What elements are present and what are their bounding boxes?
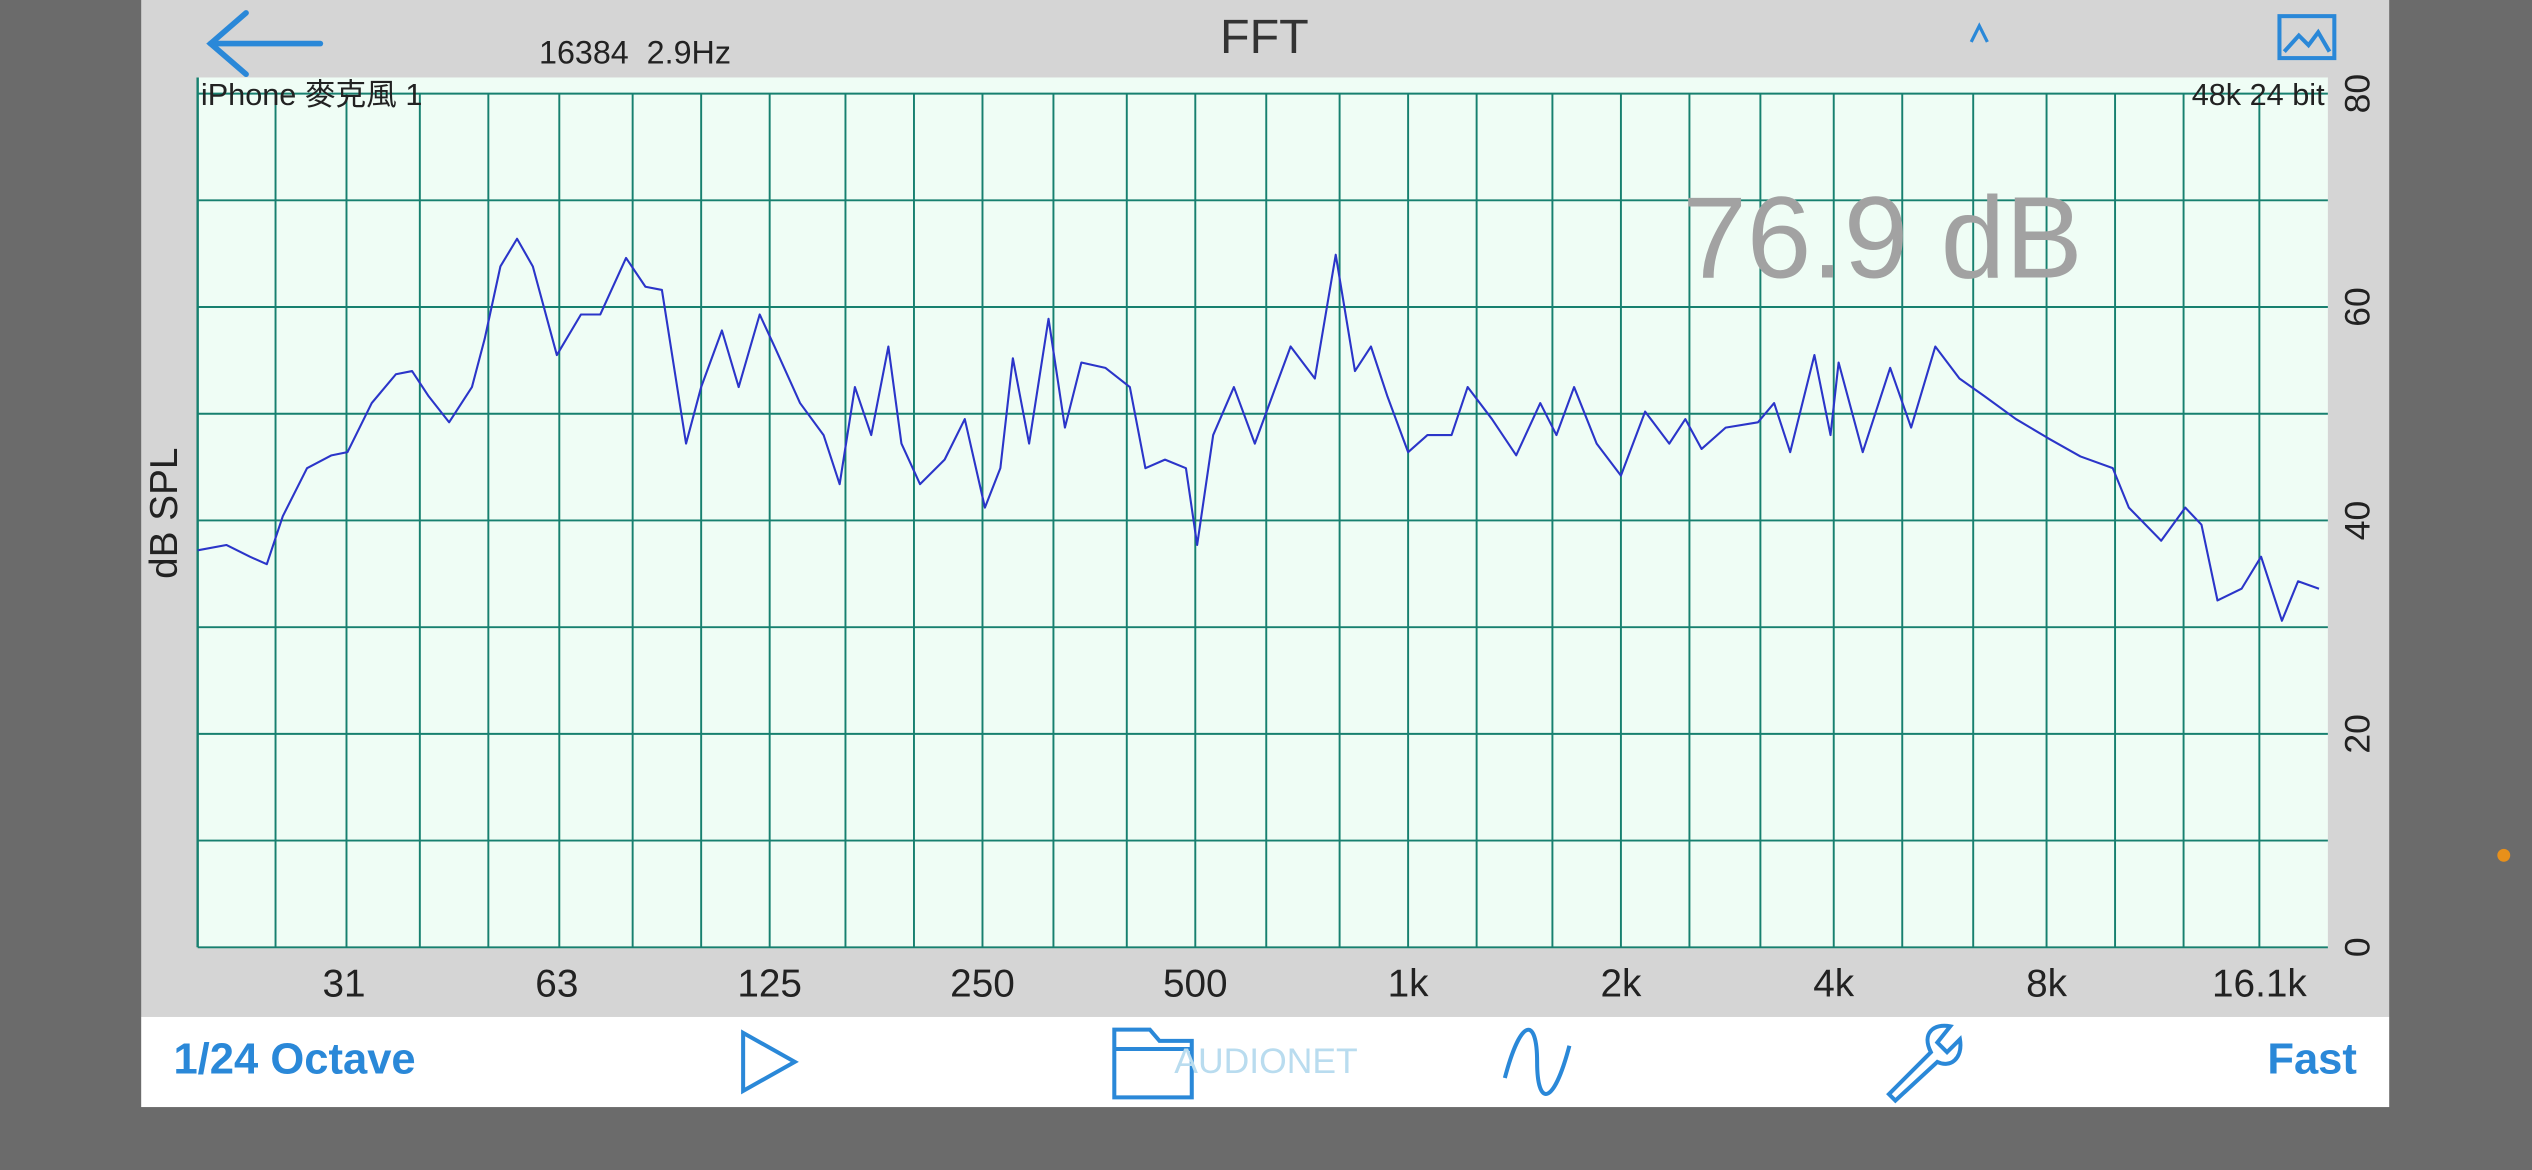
x-tick-label: 1k (1388, 962, 1430, 1005)
x-tick-label: 4k (1813, 962, 1855, 1005)
fft-info: 16384 2.9Hz (539, 34, 731, 70)
x-tick-label: 63 (535, 962, 578, 1005)
y-tick-label: 60 (2338, 287, 2378, 326)
x-tick-label: 31 (323, 962, 366, 1005)
x-tick-label: 8k (2026, 962, 2068, 1005)
input-label: iPhone 麥克風 1 (201, 78, 423, 112)
back-button[interactable] (206, 10, 324, 78)
speed-button[interactable]: Fast (2267, 1035, 2357, 1083)
resolution-button[interactable]: 1/24 Octave (173, 1035, 415, 1083)
y-tick-label: 20 (2338, 714, 2378, 753)
y-tick-label: 0 (2338, 937, 2378, 957)
toolbar (141, 1016, 2390, 1108)
x-tick-label: 500 (1163, 962, 1228, 1005)
x-tick-label: 250 (950, 962, 1015, 1005)
y-tick-label: 80 (2338, 74, 2378, 113)
level-readout: 76.9 dB (1682, 173, 2083, 303)
format-label: 48k 24 bit (2192, 78, 2325, 112)
spectrum-line (197, 237, 2320, 622)
signal-button[interactable] (1502, 1027, 1572, 1096)
indicator-dot (2497, 848, 2511, 862)
image-button[interactable] (2277, 14, 2337, 61)
x-tick-label: 125 (737, 962, 802, 1005)
grid: 0 20 40 60 80 31 63 125 250 500 1k 2k 4k 8k 16.1k (196, 74, 2378, 1005)
folder-button[interactable] (1112, 1027, 1194, 1100)
y-axis-label: dB SPL (143, 448, 186, 579)
screen-title: FFT (1220, 10, 1309, 64)
x-tick-label: 2k (1600, 962, 1642, 1005)
settings-button[interactable] (1886, 1023, 1963, 1104)
watermark: AUDIONET (1174, 1041, 1357, 1081)
play-button[interactable] (741, 1029, 799, 1095)
collapse-button[interactable] (1969, 22, 1989, 43)
y-tick-label: 40 (2338, 501, 2378, 540)
plot-marks (197, 237, 2320, 622)
x-tick-label: 16.1k (2212, 962, 2307, 1005)
